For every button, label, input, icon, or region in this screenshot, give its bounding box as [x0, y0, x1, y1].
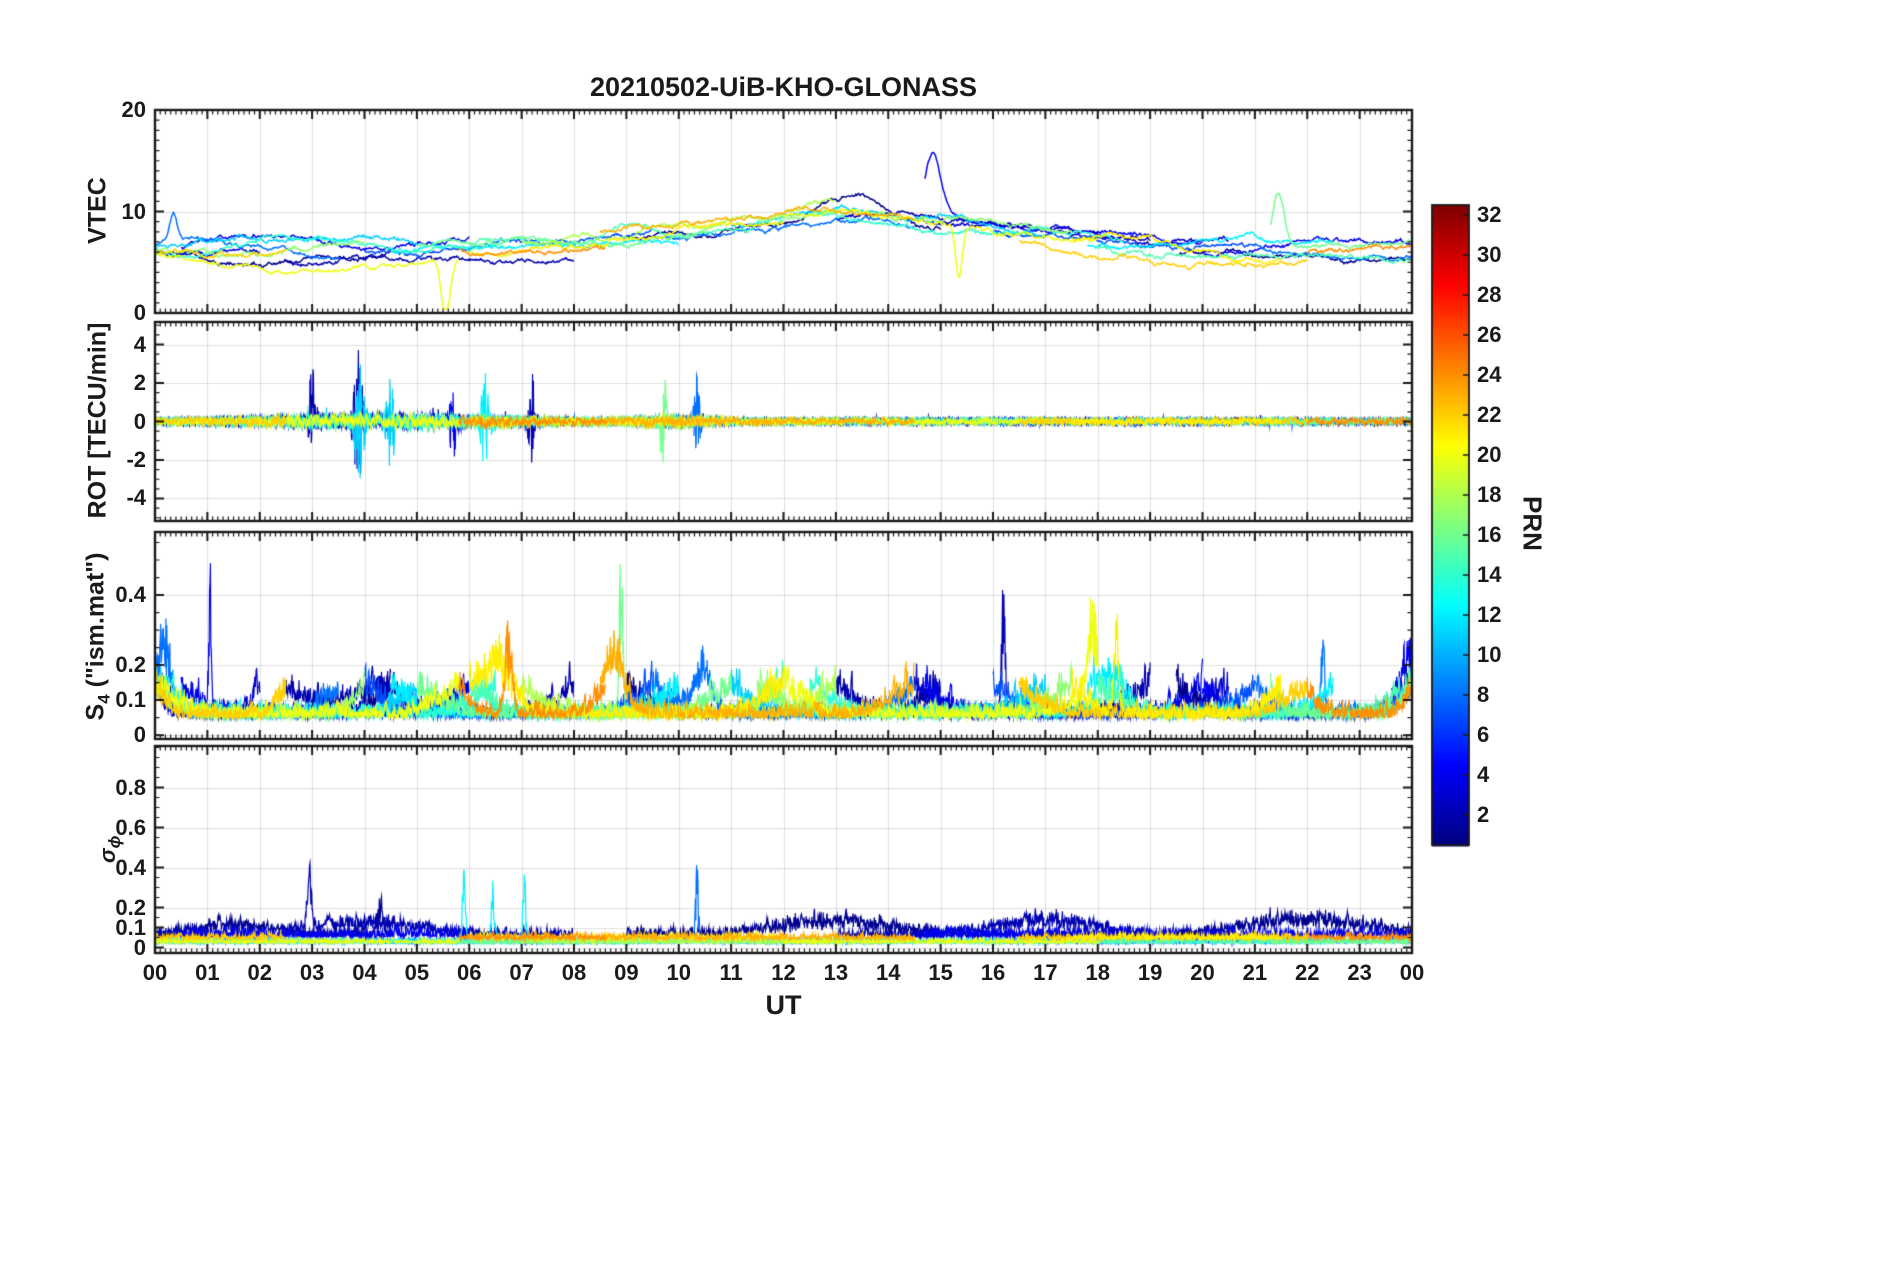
colorbar-tick-label: 10 — [1477, 642, 1502, 667]
y-tick-label: 4 — [133, 331, 146, 357]
x-tick-label: 20 — [1190, 960, 1215, 985]
y-tick-label: 0.2 — [115, 894, 146, 920]
x-tick-label: 16 — [980, 960, 1006, 985]
x-tick-label: 13 — [823, 960, 849, 985]
colorbar-label: PRN — [1517, 496, 1548, 551]
colorbar-tick-label: 16 — [1477, 522, 1502, 547]
y-tick-label: 2 — [133, 370, 146, 395]
x-tick-label: 10 — [666, 960, 691, 985]
x-tick-label: 09 — [614, 960, 639, 985]
x-tick-label: 02 — [247, 960, 272, 985]
colorbar-tick-label: 28 — [1477, 282, 1502, 307]
y-tick-label: 10 — [121, 198, 146, 224]
x-tick-label: 05 — [404, 960, 430, 985]
x-tick-label: 14 — [876, 960, 901, 985]
y-tick-label: 0.6 — [115, 814, 146, 840]
y-tick-label: 0.2 — [115, 652, 146, 678]
x-tick-label: 18 — [1085, 960, 1110, 985]
x-tick-label: 17 — [1033, 960, 1058, 985]
chart-title: 20210502-UiB-KHO-GLONASS — [589, 72, 978, 102]
colorbar-tick-label: 20 — [1477, 442, 1502, 467]
colorbar-tick-label: 14 — [1477, 562, 1502, 587]
y-tick-label: 0.4 — [115, 854, 146, 880]
colorbar-tick-label: 4 — [1477, 762, 1490, 787]
x-axis-label: UT — [765, 990, 802, 1020]
s4-label-rest: ("ism.mat") — [81, 552, 110, 695]
x-tick-label: 12 — [771, 960, 796, 985]
colorbar-tick-label: 2 — [1477, 802, 1490, 827]
x-tick-label: 19 — [1137, 960, 1163, 985]
colorbar-tick-label: 18 — [1477, 482, 1502, 507]
x-tick-label: 08 — [561, 960, 587, 985]
y-tick-label: 0.8 — [115, 774, 146, 800]
colorbar-tick-label: 32 — [1477, 202, 1502, 227]
x-tick-label: 03 — [299, 960, 325, 985]
x-tick-label: 00 — [1399, 960, 1425, 985]
colorbar-tick-label: 12 — [1477, 602, 1502, 627]
y-axis-label-sigma-phi: σϕ — [95, 679, 125, 1019]
x-tick-label: 00 — [142, 960, 168, 985]
x-tick-label: 07 — [509, 960, 534, 985]
colorbar-tick-label: 30 — [1477, 242, 1502, 267]
x-tick-label: 06 — [457, 960, 482, 985]
colorbar-tick-label: 6 — [1477, 722, 1490, 747]
y-tick-label: -2 — [126, 446, 146, 472]
y-tick-label: 0 — [133, 300, 146, 325]
y-tick-label: 0.1 — [115, 687, 146, 713]
colorbar-tick-label: 22 — [1477, 402, 1502, 427]
y-tick-label: -4 — [126, 485, 146, 511]
y-tick-label: 0 — [133, 934, 146, 960]
y-tick-label: 0 — [133, 722, 146, 748]
colorbar-tick-label: 26 — [1477, 322, 1502, 347]
x-tick-label: 23 — [1347, 960, 1372, 985]
colorbar-tick-label: 8 — [1477, 682, 1490, 707]
y-tick-label: 0 — [133, 408, 146, 434]
y-tick-label: 0.4 — [115, 582, 146, 608]
x-tick-label: 04 — [352, 960, 377, 985]
colorbar-tick-label: 24 — [1477, 362, 1502, 387]
y-tick-label: 0.1 — [115, 914, 146, 940]
x-tick-label: 22 — [1295, 960, 1320, 985]
x-tick-label: 21 — [1242, 960, 1268, 985]
x-tick-label: 01 — [195, 960, 220, 985]
y-tick-label: 20 — [121, 97, 146, 122]
x-tick-label: 15 — [928, 960, 953, 985]
x-tick-label: 11 — [719, 960, 743, 985]
